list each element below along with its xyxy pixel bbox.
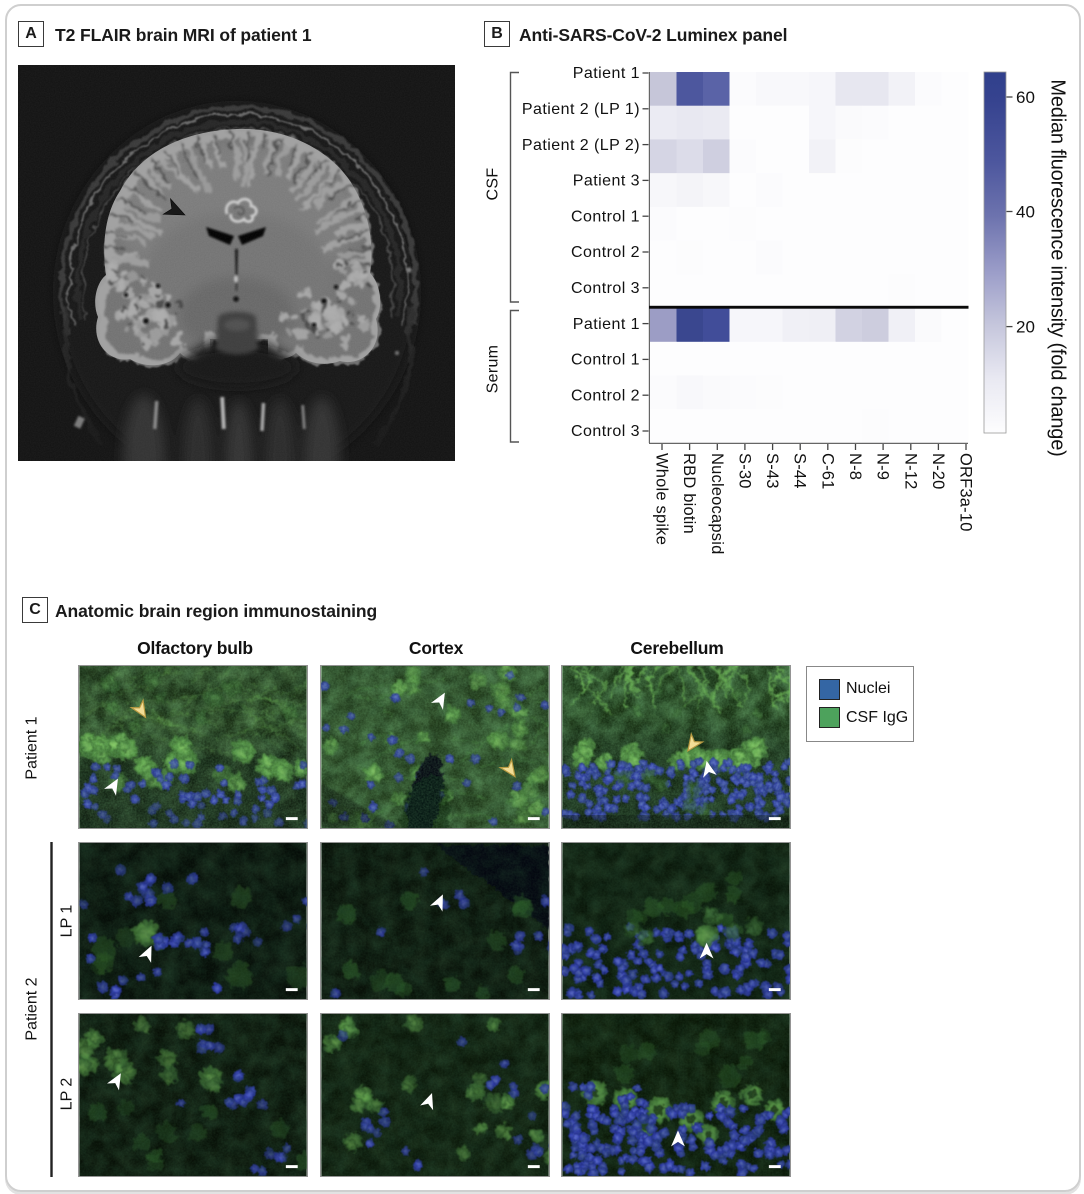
svg-text:N-9: N-9	[874, 453, 892, 480]
svg-text:Control 1: Control 1	[571, 352, 640, 369]
svg-text:N-8: N-8	[846, 453, 864, 480]
svg-text:S-44: S-44	[791, 453, 809, 489]
svg-text:Serum: Serum	[485, 345, 502, 394]
svg-text:Control 1: Control 1	[571, 208, 640, 225]
svg-text:Patient 2 (LP 2): Patient 2 (LP 2)	[522, 137, 640, 154]
svg-text:40: 40	[1016, 203, 1035, 222]
svg-text:S-43: S-43	[763, 453, 781, 489]
svg-text:RBD biotin: RBD biotin	[680, 453, 698, 534]
svg-text:LP 2: LP 2	[59, 1078, 76, 1111]
svg-text:Patient 2: Patient 2	[24, 977, 41, 1040]
svg-text:ORF3a-10: ORF3a-10	[957, 453, 975, 532]
svg-text:Olfactory bulb: Olfactory bulb	[137, 638, 253, 658]
svg-text:Control 3: Control 3	[571, 423, 640, 440]
svg-text:60: 60	[1016, 88, 1035, 107]
svg-text:N-20: N-20	[929, 453, 947, 490]
svg-text:C-61: C-61	[818, 453, 836, 490]
svg-text:CSF: CSF	[485, 168, 502, 201]
svg-text:Patient 2 (LP 1): Patient 2 (LP 1)	[522, 101, 640, 118]
svg-text:Cortex: Cortex	[409, 638, 464, 658]
svg-text:Median fluorescence intensity: Median fluorescence intensity (fold chan…	[1047, 79, 1069, 456]
svg-text:Whole spike: Whole spike	[653, 453, 671, 545]
svg-text:Patient 1: Patient 1	[573, 65, 640, 82]
svg-text:20: 20	[1016, 318, 1035, 337]
svg-text:LP 1: LP 1	[59, 905, 76, 938]
svg-text:Control 2: Control 2	[571, 387, 640, 404]
svg-text:Patient 1: Patient 1	[573, 316, 640, 333]
svg-text:S-30: S-30	[735, 453, 753, 489]
svg-text:N-12: N-12	[901, 453, 919, 490]
svg-text:Patient 3: Patient 3	[573, 173, 640, 190]
svg-text:Control 2: Control 2	[571, 244, 640, 261]
svg-text:Patient 1: Patient 1	[24, 716, 41, 779]
svg-text:Nucleocapsid: Nucleocapsid	[708, 453, 726, 554]
svg-text:Control 3: Control 3	[571, 280, 640, 297]
svg-text:Cerebellum: Cerebellum	[630, 638, 723, 658]
